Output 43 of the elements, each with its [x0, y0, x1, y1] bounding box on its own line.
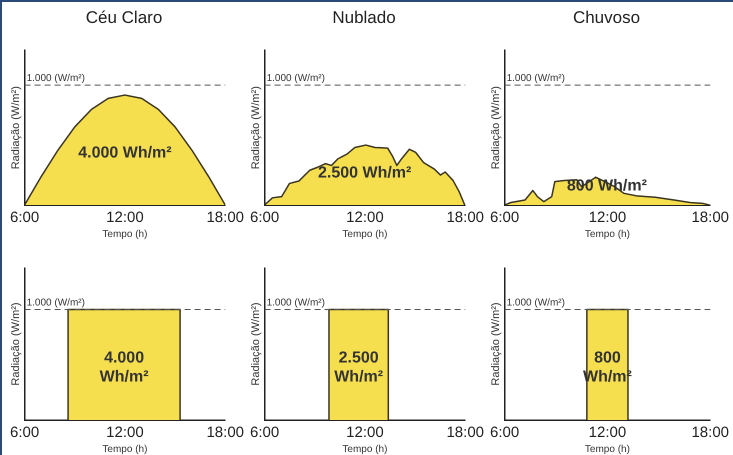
x-tick-label: 12:00 — [106, 424, 144, 442]
y-axis-title: Radiação (W/m²) — [250, 86, 262, 170]
x-tick-label: 18:00 — [691, 424, 730, 442]
ref-line-label: 1.000 (W/m²) — [506, 297, 565, 308]
y-axis-title: Radiação (W/m²) — [250, 302, 262, 386]
chart-title: Céu Claro — [86, 8, 162, 27]
x-axis-title: Tempo (h) — [342, 228, 388, 240]
ref-line-label: 1.000 (W/m²) — [266, 72, 325, 84]
y-axis-title: Radiação (W/m²) — [10, 302, 22, 386]
ref-line-label: 1.000 (W/m²) — [506, 72, 565, 84]
x-tick-label: 12:00 — [346, 209, 384, 226]
x-tick-label: 6:00 — [490, 424, 520, 442]
annotation: 4.000 Wh/m² — [100, 350, 149, 386]
x-tick-label: 18:00 — [691, 209, 730, 226]
x-tick-label: 18:00 — [446, 209, 484, 226]
y-axis-title: Radiação (W/m²) — [490, 86, 502, 170]
x-tick-label: 6:00 — [10, 424, 40, 442]
x-tick-label: 12:00 — [106, 209, 144, 226]
x-tick-label: 6:00 — [250, 209, 280, 226]
x-axis-title: Tempo (h) — [102, 444, 148, 455]
x-tick-label: 18:00 — [206, 209, 244, 226]
ref-line-label: 1.000 (W/m²) — [266, 297, 325, 308]
x-tick-label: 18:00 — [446, 424, 484, 442]
x-axis-title: Tempo (h) — [102, 228, 148, 240]
ref-line-label: 1.000 (W/m²) — [26, 72, 85, 84]
x-tick-label: 18:00 — [206, 424, 244, 442]
annotation: 4.000 Wh/m² — [78, 144, 172, 162]
x-axis-title: Tempo (h) — [584, 228, 630, 240]
x-tick-label: 6:00 — [10, 209, 40, 226]
chart-title: Chuvoso — [572, 8, 640, 27]
x-tick-label: 6:00 — [250, 424, 280, 442]
y-axis-title: Radiação (W/m²) — [10, 86, 22, 170]
y-axis-title: Radiação (W/m²) — [490, 302, 502, 386]
ref-line-label: 1.000 (W/m²) — [26, 297, 85, 308]
x-tick-label: 12:00 — [346, 424, 384, 442]
annotation: 2.500 Wh/m² — [334, 350, 384, 386]
chart-title: Nublado — [332, 8, 396, 27]
x-axis-title: Tempo (h) — [584, 444, 630, 455]
x-tick-label: 12:00 — [588, 424, 626, 442]
annotation: 2.500 Wh/m² — [318, 164, 412, 182]
x-axis-title: Tempo (h) — [342, 444, 388, 455]
x-tick-label: 12:00 — [588, 209, 626, 226]
x-tick-label: 6:00 — [490, 209, 520, 226]
